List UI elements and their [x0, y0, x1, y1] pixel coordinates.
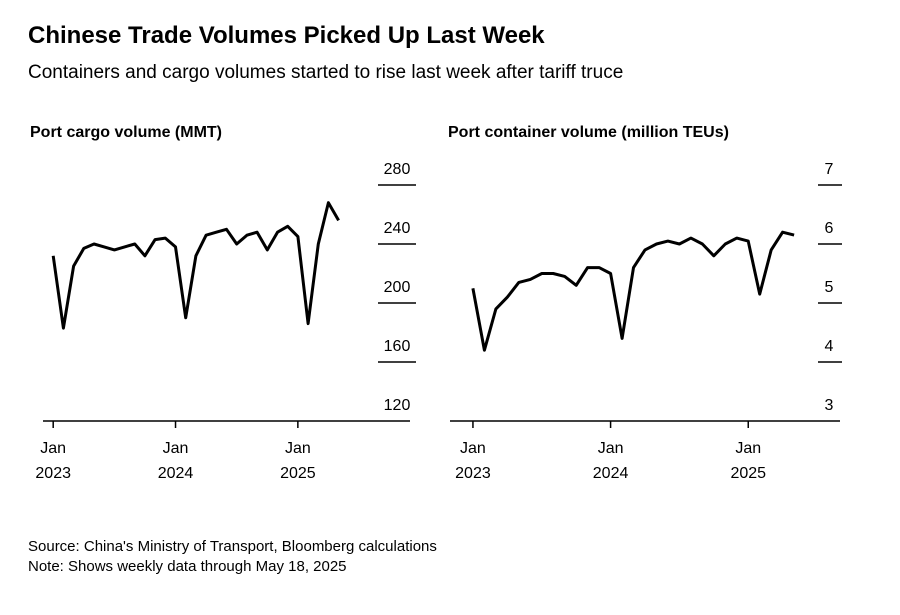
x-tick-label: Jan 2024	[158, 440, 194, 482]
panel-title: Port cargo volume (MMT)	[30, 124, 222, 141]
title: Chinese Trade Volumes Picked Up Last Wee…	[28, 22, 545, 49]
y-tick-label: 280	[384, 161, 411, 178]
series-line	[51, 201, 340, 330]
y-tick-label: 200	[384, 279, 411, 296]
source: Source: China's Ministry of Transport, B…	[28, 538, 437, 555]
y-tick-label: 7	[825, 161, 834, 178]
y-tick-label: 3	[825, 397, 834, 414]
x-tick-label: Jan 2025	[730, 440, 766, 482]
panel-title: Port container volume (million TEUs)	[448, 124, 729, 141]
y-tick-label: 5	[825, 279, 834, 296]
series-line	[471, 230, 795, 352]
y-tick-label: 4	[825, 338, 834, 355]
x-tick-label: Jan 2024	[593, 440, 629, 482]
y-tick-label: 6	[825, 220, 834, 237]
subtitle: Containers and cargo volumes started to …	[28, 62, 623, 83]
x-tick-label: Jan 2023	[35, 440, 71, 482]
note: Note: Shows weekly data through May 18, …	[28, 558, 347, 575]
y-tick-label: 240	[384, 220, 411, 237]
y-tick-label: 120	[384, 397, 411, 414]
x-tick-label: Jan 2025	[280, 440, 316, 482]
y-tick-label: 160	[384, 338, 411, 355]
x-tick-label: Jan 2023	[455, 440, 491, 482]
